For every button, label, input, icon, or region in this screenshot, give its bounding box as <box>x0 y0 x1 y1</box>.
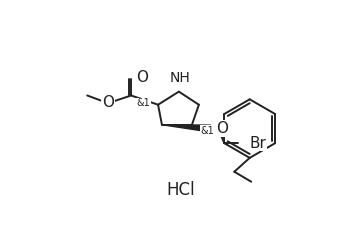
Text: &1: &1 <box>137 98 150 108</box>
Text: NH: NH <box>170 71 191 85</box>
Text: HCl: HCl <box>166 181 195 199</box>
Text: O: O <box>102 95 114 110</box>
Polygon shape <box>162 125 211 132</box>
Text: Br: Br <box>249 136 266 151</box>
Text: O: O <box>136 70 148 85</box>
Text: O: O <box>216 121 228 136</box>
Text: &1: &1 <box>200 125 214 136</box>
